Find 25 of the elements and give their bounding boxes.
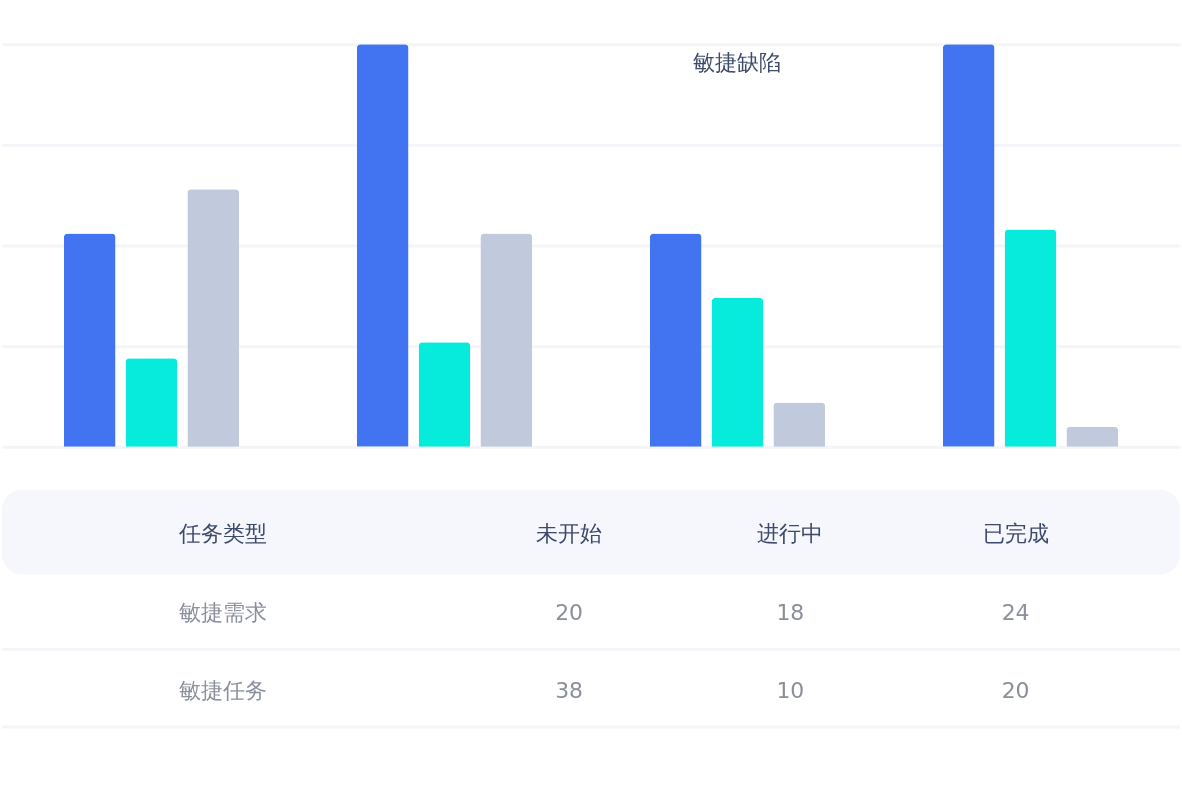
bar — [480, 233, 533, 447]
text: 18 — [776, 600, 805, 626]
bar — [711, 297, 764, 447]
bar — [125, 358, 178, 447]
bar — [649, 233, 702, 447]
text: 未开始 — [536, 520, 603, 546]
bar — [418, 342, 471, 447]
text: 敏捷需求 — [179, 600, 268, 626]
text: 已完成 — [982, 520, 1049, 546]
bar — [187, 189, 240, 447]
annotation: 敏捷缺陷 — [692, 50, 781, 76]
bar — [942, 44, 995, 447]
bar — [1066, 426, 1119, 447]
text: 20 — [1001, 678, 1030, 704]
bar — [773, 402, 826, 447]
bar — [1004, 229, 1057, 447]
bar — [63, 233, 116, 447]
text: 进行中 — [757, 520, 824, 546]
text: 24 — [1001, 600, 1030, 626]
text: 38 — [555, 678, 584, 704]
bar — [356, 44, 409, 447]
text: 10 — [776, 678, 805, 704]
text: 20 — [555, 600, 584, 626]
text: 任务类型 — [178, 520, 268, 546]
text: 敏捷任务 — [179, 678, 268, 704]
